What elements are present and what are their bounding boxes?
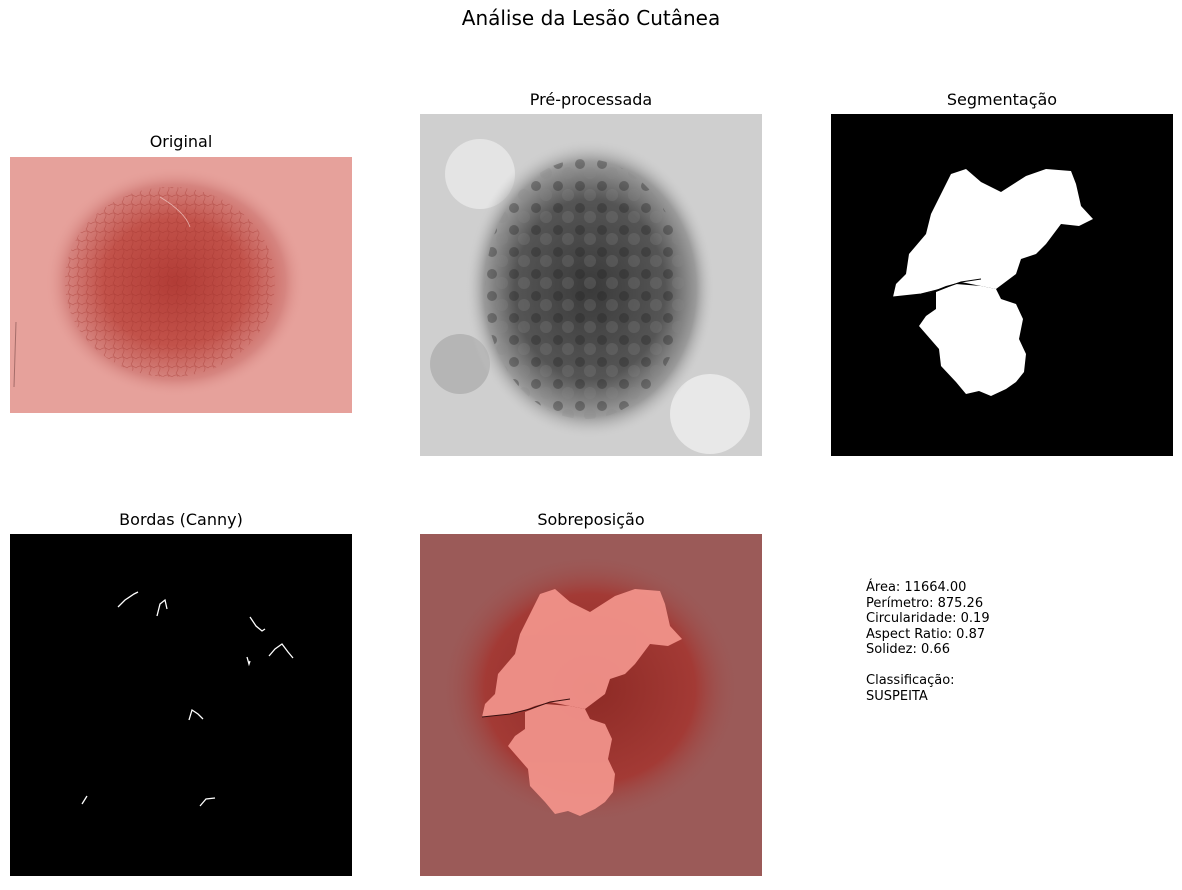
metric-area: Área: 11664.00 [866,580,990,596]
panel-title-segmentation: Segmentação [831,90,1173,109]
metric-solidity: Solidez: 0.66 [866,642,990,658]
panel-title-edges: Bordas (Canny) [10,510,352,529]
metric-circularity: Circularidade: 0.19 [866,611,990,627]
metric-perimeter: Perímetro: 875.26 [866,596,990,612]
metrics-panel: Área: 11664.00 Perímetro: 875.26 Circula… [866,580,990,704]
classification-label: Classificação: [866,673,990,689]
metric-aspect-ratio: Aspect Ratio: 0.87 [866,627,990,643]
overlay-image [420,534,762,876]
preprocessed-image [420,114,762,456]
edges-image [10,534,352,876]
panel-title-original: Original [10,132,352,151]
figure-title: Análise da Lesão Cutânea [0,6,1182,30]
classification-value: SUSPEITA [866,689,990,705]
original-image [10,157,352,413]
panel-title-overlay: Sobreposição [420,510,762,529]
panel-title-preprocessed: Pré-processada [420,90,762,109]
segmentation-mask [831,114,1173,456]
